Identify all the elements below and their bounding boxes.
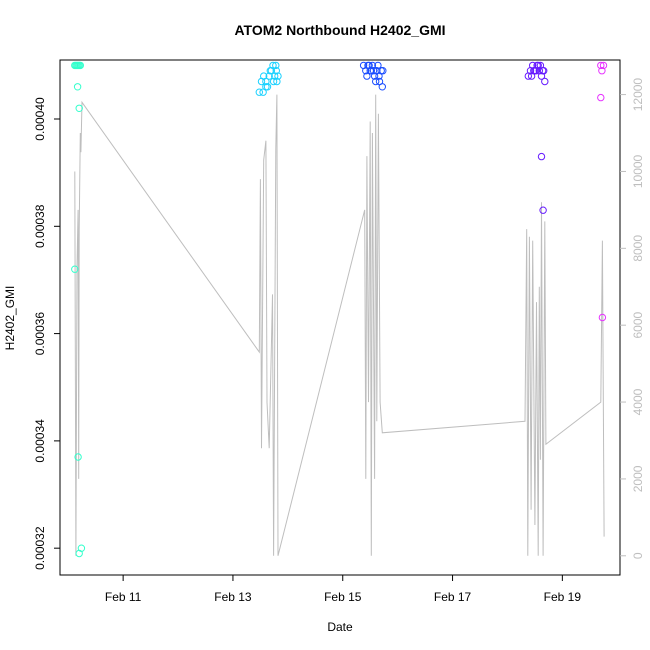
y-tick-label: 0.00032 bbox=[33, 526, 47, 570]
data-point bbox=[75, 104, 83, 113]
data-point bbox=[75, 549, 83, 558]
data-point bbox=[73, 83, 82, 91]
y2-tick-label: 10000 bbox=[631, 154, 645, 188]
data-point bbox=[541, 77, 549, 86]
y2-tick-label: 2000 bbox=[631, 465, 645, 492]
y2-tick-label: 6000 bbox=[631, 312, 645, 339]
x-tick-label: Feb 19 bbox=[544, 590, 582, 604]
data-point bbox=[379, 67, 387, 75]
y-axis-label: H2402_GMI bbox=[3, 286, 17, 351]
secondary-series bbox=[74, 94, 605, 556]
data-point bbox=[272, 61, 280, 70]
data-point bbox=[71, 265, 79, 273]
y2-tick-label: 8000 bbox=[631, 235, 645, 262]
data-point bbox=[273, 77, 281, 86]
x-tick-label: Feb 17 bbox=[434, 590, 472, 604]
data-point bbox=[530, 67, 538, 75]
data-point bbox=[598, 313, 607, 322]
y-tick-label: 0.00034 bbox=[33, 419, 47, 463]
y2-tick-label: 12000 bbox=[631, 78, 645, 112]
data-point bbox=[598, 67, 606, 75]
data-point bbox=[274, 72, 282, 80]
data-point bbox=[255, 88, 263, 96]
y-axis-left: 0.00032 0.00034 0.00036 0.00038 0.00040 bbox=[33, 97, 60, 570]
y2-tick-label: 4000 bbox=[631, 388, 645, 415]
data-point bbox=[368, 61, 377, 70]
data-point bbox=[262, 77, 270, 86]
data-point bbox=[372, 77, 380, 86]
data-point bbox=[272, 67, 280, 75]
secondary-series-line bbox=[74, 94, 605, 556]
plot-frame bbox=[59, 59, 621, 576]
x-axis-label: Date bbox=[327, 620, 353, 634]
chart-title: ATOM2 Northbound H2402_GMI bbox=[234, 22, 445, 38]
x-tick-label: Feb 11 bbox=[105, 590, 142, 604]
data-point bbox=[597, 61, 605, 70]
y-axis-right: 0 2000 4000 6000 8000 10000 12000 bbox=[620, 78, 645, 559]
scatter-points bbox=[71, 61, 608, 558]
y-tick-label: 0.00040 bbox=[33, 97, 47, 141]
data-point bbox=[538, 67, 547, 75]
y-tick-label: 0.00038 bbox=[33, 204, 47, 248]
y2-tick-label: 0 bbox=[631, 552, 645, 559]
data-point bbox=[363, 72, 371, 80]
x-axis: Feb 11 Feb 13 Feb 15 Feb 17 Feb 19 bbox=[105, 575, 581, 604]
data-point bbox=[269, 77, 278, 86]
data-point bbox=[537, 152, 546, 161]
data-point bbox=[374, 61, 382, 70]
data-point bbox=[375, 77, 384, 86]
data-point bbox=[365, 61, 373, 70]
data-point bbox=[534, 61, 542, 70]
data-point bbox=[74, 453, 82, 461]
data-point bbox=[599, 61, 608, 70]
data-point bbox=[76, 61, 85, 70]
data-point bbox=[539, 206, 547, 214]
data-point bbox=[597, 93, 605, 102]
y-tick-label: 0.00036 bbox=[33, 312, 47, 356]
data-point bbox=[369, 67, 378, 75]
data-point bbox=[262, 83, 270, 91]
x-tick-label: Feb 15 bbox=[324, 590, 362, 604]
x-tick-label: Feb 13 bbox=[214, 590, 252, 604]
